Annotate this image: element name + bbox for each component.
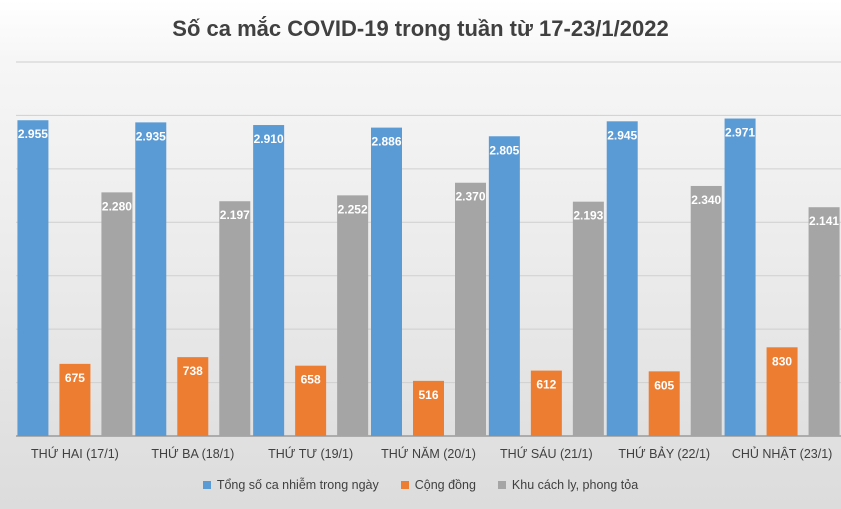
legend-item: Khu cách ly, phong tỏa [497,478,639,492]
bar-series-1 [17,120,49,436]
data-label: 2.193 [573,209,603,223]
bar-series-2 [648,371,680,436]
x-tick-label: THỨ HAI (17/1) [31,446,119,461]
legend-swatch [497,481,506,489]
data-label: 830 [772,354,792,368]
bar-series-3 [101,192,133,436]
bar-series-1 [371,127,402,436]
data-label: 2.971 [725,126,755,140]
bar-series-1 [488,136,520,436]
data-label: 2.370 [455,190,485,204]
data-label: 2.197 [220,208,250,222]
data-label: 2.805 [489,143,519,157]
bar-series-1 [606,121,638,436]
x-tick-label: THỨ NĂM (20/1) [381,446,476,461]
data-label: 612 [536,378,556,392]
bar-series-1 [135,122,167,437]
bar-series-1 [724,118,756,436]
bar-series-1 [253,125,285,436]
bar-series-2 [413,380,444,436]
x-tick-label: THỨ SÁU (21/1) [500,446,593,461]
data-label: 675 [65,371,85,385]
bar-series-2 [177,357,209,436]
data-label: 2.910 [254,132,284,146]
bar-series-3 [572,201,604,436]
x-tick-label: THỨ BA (18/1) [151,446,234,461]
data-label: 2.340 [691,193,721,207]
data-label: 2.935 [136,129,166,143]
x-tick-label: CHỦ NHẬT (23/1) [732,446,832,461]
bar-series-3 [690,185,722,436]
bar-series-3 [337,195,369,436]
data-label: 2.252 [338,202,368,216]
legend-swatch [202,481,211,489]
bar-series-2 [295,365,327,436]
legend-label: Cộng đồng [414,478,476,492]
bar-series-2 [59,363,91,436]
data-label: 605 [654,378,674,392]
legend-item: Cộng đồng [400,478,476,492]
data-label: 2.280 [102,199,132,213]
legend-label: Khu cách ly, phong tỏa [511,478,639,492]
bar-series-3 [455,182,486,436]
bar-series-2 [530,370,562,436]
legend-label: Tổng số ca nhiễm trong ngày [216,478,379,492]
bar-series-2 [766,347,798,436]
data-label: 516 [418,388,438,402]
chart-legend: Tổng số ca nhiễm trong ngày Cộng đồng Khu … [0,478,841,492]
data-label: 2.141 [809,214,839,228]
legend-item: Tổng số ca nhiễm trong ngày [202,478,379,492]
data-label: 738 [183,364,203,378]
data-label: 658 [301,373,321,387]
data-label: 2.945 [607,128,637,142]
chart-title: Số ca mắc COVID-19 trong tuần từ 17-23/1… [172,16,669,41]
bar-series-3 [219,201,251,436]
legend-swatch [400,481,409,489]
data-label: 2.955 [18,127,48,141]
data-label: 2.886 [371,135,401,149]
x-tick-label: THỨ BẢY (22/1) [618,446,710,461]
bar-series-3 [808,207,840,436]
x-tick-label: THỨ TƯ (19/1) [268,446,353,461]
